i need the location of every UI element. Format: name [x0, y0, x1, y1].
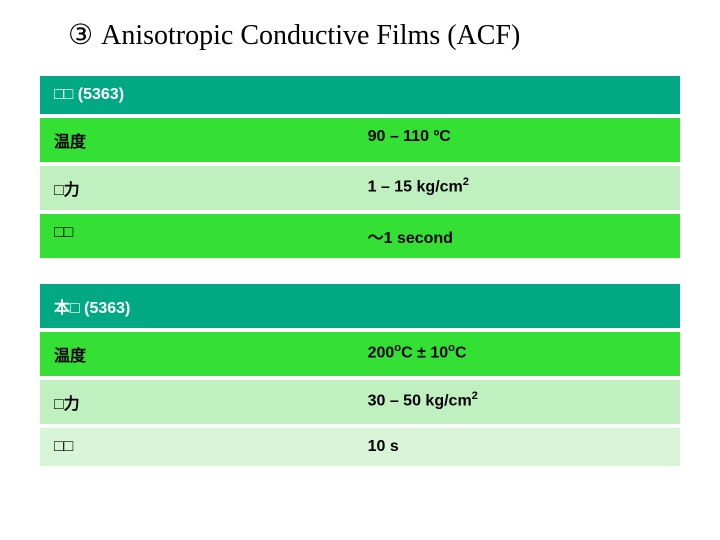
section2-header: 本□ (5363) [40, 284, 680, 328]
section2-row-2: □□ 10 s [40, 428, 680, 466]
slide-content: ③ Anisotropic Conductive Films (ACF) □□ … [0, 0, 720, 466]
section1-row-0-label: 温度 [40, 118, 354, 162]
section1-row-1-value: 1 – 15 kg/cm2 [354, 166, 680, 210]
section2-row-1: □力 30 – 50 kg/cm2 [40, 380, 680, 424]
section1-row-2: □□ ～1 second [40, 214, 680, 258]
section2-row-0-value: 200oC ± 10oC [354, 332, 680, 376]
section2-row-2-label: □□ [40, 428, 354, 466]
section2-row-1-label: □力 [40, 380, 354, 424]
section1-header: □□ (5363) [40, 76, 680, 114]
section1-row-1: □力 1 – 15 kg/cm2 [40, 166, 680, 210]
title-number-glyph: ③ [68, 18, 93, 52]
slide-title: Anisotropic Conductive Films (ACF) [101, 20, 520, 52]
section1-row-2-value: ～1 second [354, 214, 680, 258]
section1-row-0-value: 90 – 110 ºC [354, 118, 680, 162]
section2-row-2-value: 10 s [354, 428, 680, 466]
section-gap [40, 262, 680, 284]
section2-row-0: 温度 200oC ± 10oC [40, 332, 680, 376]
slide-title-row: ③ Anisotropic Conductive Films (ACF) [68, 18, 680, 52]
section1-row-1-label: □力 [40, 166, 354, 210]
section2-row-0-label: 温度 [40, 332, 354, 376]
section1-row-0: 温度 90 – 110 ºC [40, 118, 680, 162]
section1-row-2-label: □□ [40, 214, 354, 258]
section2-row-1-value: 30 – 50 kg/cm2 [354, 380, 680, 424]
